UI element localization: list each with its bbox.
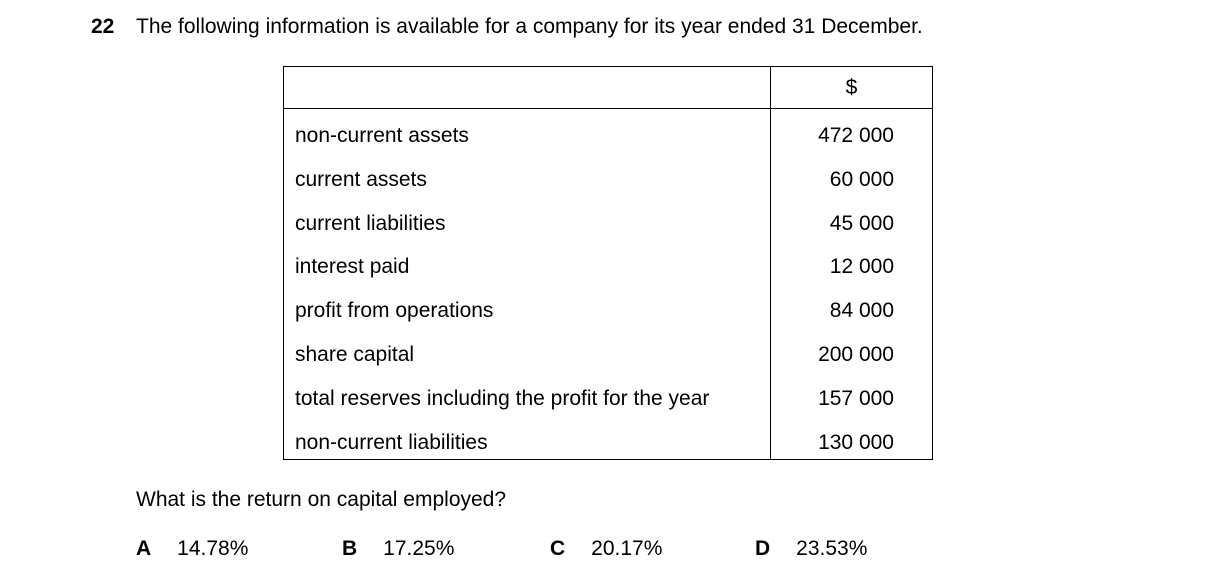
table-row: non-current assets 472 000 [284, 123, 932, 167]
table-row: profit from operations 84 000 [284, 298, 932, 342]
table-row: interest paid 12 000 [284, 254, 932, 298]
answer-option-d[interactable]: D 23.53% [755, 536, 867, 562]
option-letter: C [550, 537, 566, 560]
row-value: 84 000 [829, 299, 894, 323]
table-row: non-current liabilities 130 000 [284, 430, 932, 474]
row-value: 12 000 [829, 255, 894, 279]
row-label: interest paid [295, 255, 410, 279]
question-stem: The following information is available f… [136, 15, 923, 38]
row-value: 130 000 [818, 430, 894, 454]
row-label: non-current assets [295, 124, 469, 147]
financial-info-table: $ non-current assets 472 000 current ass… [283, 66, 933, 460]
table-row: current assets 60 000 [284, 167, 932, 211]
option-value: 20.17% [591, 537, 663, 560]
row-label: total reserves including the profit for … [295, 386, 710, 410]
row-value: 45 000 [829, 211, 894, 235]
row-value: 200 000 [818, 342, 894, 366]
row-label: current liabilities [295, 211, 446, 235]
row-label: current assets [295, 167, 427, 191]
answer-option-a[interactable]: A 14.78% [136, 536, 248, 562]
option-letter: A [136, 537, 152, 560]
header-divider [284, 108, 932, 109]
row-value: 472 000 [818, 124, 894, 147]
answer-option-c[interactable]: C 20.17% [550, 536, 662, 562]
option-value: 23.53% [796, 537, 868, 560]
row-value: 157 000 [818, 386, 894, 410]
table-rows: non-current assets 472 000 current asset… [284, 123, 932, 473]
row-label: profit from operations [295, 299, 494, 323]
table-row: total reserves including the profit for … [284, 386, 932, 430]
option-letter: B [342, 537, 358, 560]
row-label: non-current liabilities [295, 430, 488, 454]
option-letter: D [755, 537, 771, 560]
question-number: 22 [91, 15, 115, 38]
option-value: 14.78% [177, 537, 249, 560]
row-value: 60 000 [829, 167, 894, 191]
row-label: share capital [295, 342, 415, 366]
column-divider [770, 67, 771, 459]
option-value: 17.25% [383, 537, 455, 560]
answer-option-b[interactable]: B 17.25% [342, 536, 454, 562]
unit-header: $ [845, 76, 858, 99]
question-prompt: What is the return on capital employed? [136, 488, 507, 511]
table-row: share capital 200 000 [284, 342, 932, 386]
table-row: current liabilities 45 000 [284, 211, 932, 255]
